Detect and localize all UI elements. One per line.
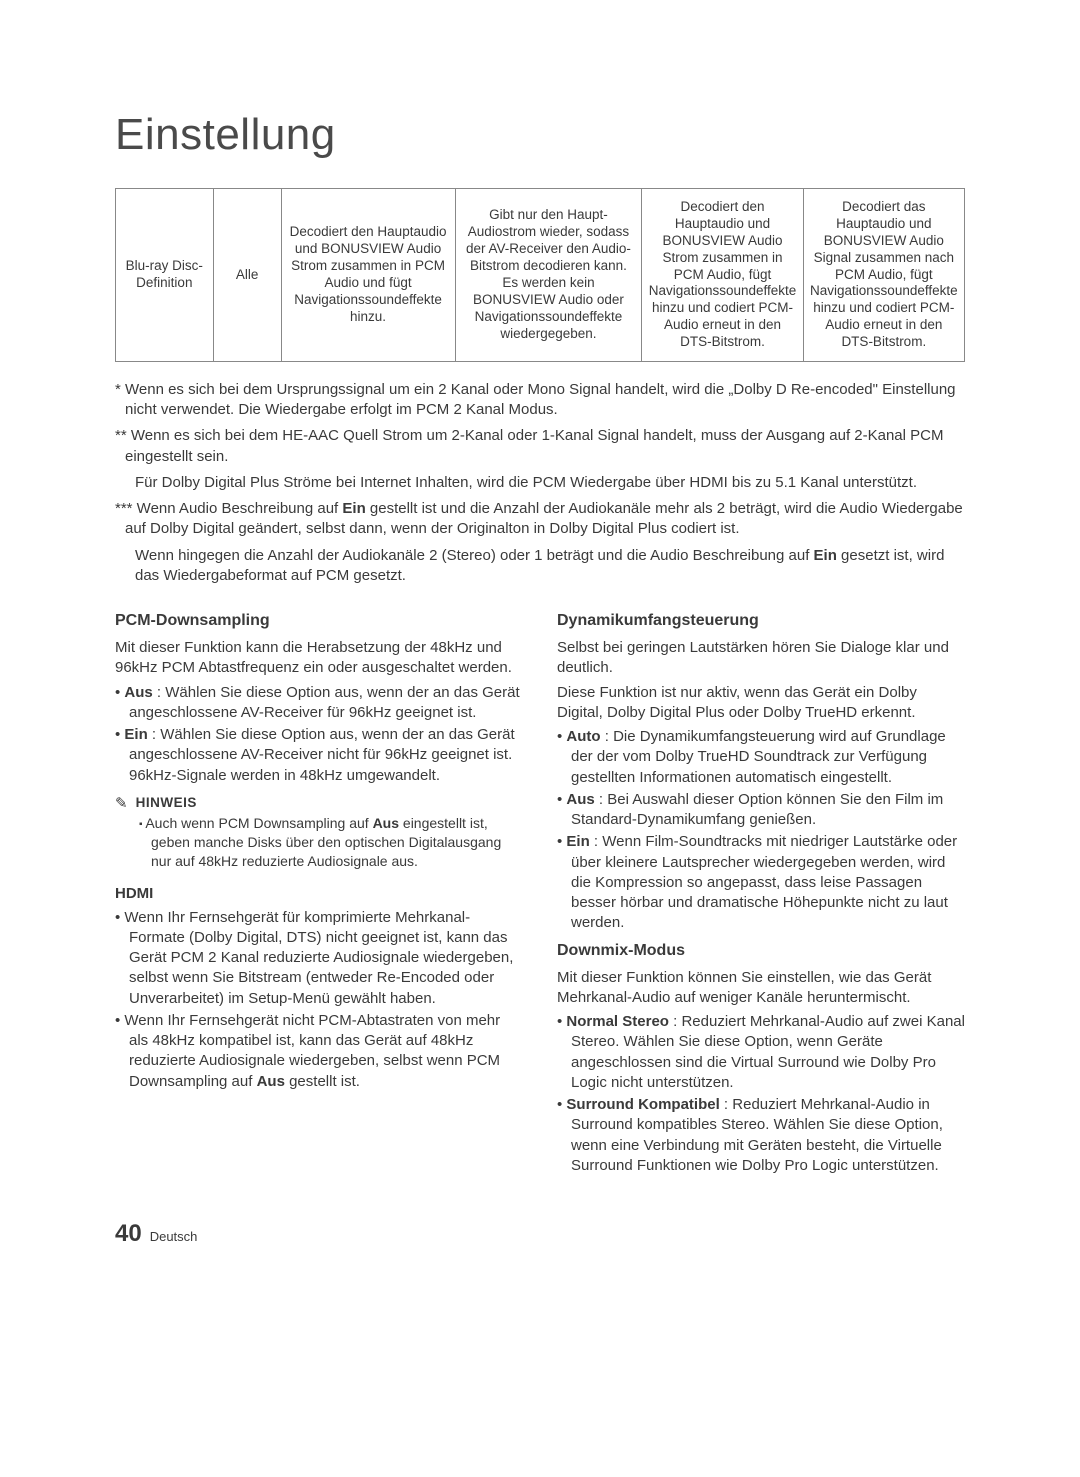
footnote-2b: Für Dolby Digital Plus Ströme bei Intern… [115,473,965,493]
text: : Wählen Sie diese Option aus, wenn der … [129,726,515,784]
note-header: ✎ HINWEIS [115,794,523,812]
cell-desc-1: Decodiert den Hauptaudio und BONUSVIEW A… [281,189,455,362]
bold-ein: Ein [814,547,837,564]
hdmi-list: Wenn Ihr Fernsehgerät für komprimierte M… [115,908,523,1092]
footnote-3a: *** Wenn Audio Beschreibung auf Ein gest… [115,499,965,540]
list-item: Wenn Ihr Fernsehgerät für komprimierte M… [115,908,523,1009]
cell-desc-2: Gibt nur den Haupt-Audiostrom wieder, so… [455,189,642,362]
heading-downmix: Downmix-Modus [557,942,965,960]
drc-p1: Selbst bei geringen Lautstärken hören Si… [557,638,965,679]
option-aus: Aus [566,791,594,808]
bold-ein: Ein [342,500,365,517]
note-label: HINWEIS [136,795,197,810]
footnote-1: * Wenn es sich bei dem Ursprungssignal u… [115,380,965,421]
footnotes-block: * Wenn es sich bei dem Ursprungssignal u… [115,380,965,586]
list-item: Ein : Wenn Film-Soundtracks mit niedrige… [557,832,965,933]
downmix-intro: Mit dieser Funktion können Sie einstelle… [557,968,965,1009]
option-ein: Ein [124,726,147,743]
footnote-3b: Wenn hingegen die Anzahl der Audiokanäle… [115,546,965,587]
text: : Bei Auswahl dieser Option können Sie d… [571,791,943,828]
pcm-intro: Mit dieser Funktion kann die Herabsetzun… [115,638,523,679]
page-language: Deutsch [150,1229,198,1244]
note-icon: ✎ [115,794,128,812]
list-item: Normal Stereo : Reduziert Mehrkanal-Audi… [557,1012,965,1093]
page-footer: 40 Deutsch [115,1220,965,1248]
text: : Die Dynamikumfangsteuerung wird auf Gr… [571,728,946,786]
two-column-layout: PCM-Downsampling Mit dieser Funktion kan… [115,608,965,1184]
heading-pcm-downsampling: PCM-Downsampling [115,612,523,630]
list-item: Wenn Ihr Fernsehgerät nicht PCM-Abtastra… [115,1011,523,1092]
cell-desc-4: Decodiert das Hauptaudio und BONUSVIEW A… [803,189,964,362]
text: : Wählen Sie diese Option aus, wenn der … [129,684,520,721]
heading-hdmi: HDMI [115,885,523,902]
text: *** Wenn Audio Beschreibung auf [115,500,342,517]
drc-options-list: Auto : Die Dynamikumfangsteuerung wird a… [557,727,965,934]
page-title: Einstellung [115,110,965,160]
list-item: Aus : Wählen Sie diese Option aus, wenn … [115,683,523,724]
table-row: Blu-ray Disc-Definition Alle Decodiert d… [116,189,965,362]
option-normal-stereo: Normal Stereo [566,1013,669,1030]
option-auto: Auto [566,728,600,745]
text: gestellt ist. [285,1073,360,1090]
footnote-2a: ** Wenn es sich bei dem HE-AAC Quell Str… [115,426,965,467]
option-ein: Ein [566,833,589,850]
cell-all: Alle [213,189,281,362]
drc-p2: Diese Funktion ist nur aktiv, wenn das G… [557,683,965,724]
left-column: PCM-Downsampling Mit dieser Funktion kan… [115,608,523,1184]
list-item: Surround Kompatibel : Reduziert Mehrkana… [557,1095,965,1176]
list-item: Ein : Wählen Sie diese Option aus, wenn … [115,725,523,786]
note-list: Auch wenn PCM Downsampling auf Aus einge… [115,814,523,871]
cell-source: Blu-ray Disc-Definition [116,189,214,362]
heading-drc: Dynamikumfangsteuerung [557,612,965,630]
pcm-options-list: Aus : Wählen Sie diese Option aus, wenn … [115,683,523,786]
text: : Wenn Film-Soundtracks mit niedriger La… [571,833,957,931]
text: Wenn hingegen die Anzahl der Audiokanäle… [135,547,814,564]
downmix-options-list: Normal Stereo : Reduziert Mehrkanal-Audi… [557,1012,965,1176]
bold-aus: Aus [257,1073,285,1090]
list-item: Auch wenn PCM Downsampling auf Aus einge… [139,814,523,871]
list-item: Aus : Bei Auswahl dieser Option können S… [557,790,965,831]
audio-spec-table: Blu-ray Disc-Definition Alle Decodiert d… [115,188,965,362]
text: Auch wenn PCM Downsampling auf [145,815,372,831]
cell-desc-3: Decodiert den Hauptaudio und BONUSVIEW A… [642,189,803,362]
option-aus: Aus [124,684,152,701]
right-column: Dynamikumfangsteuerung Selbst bei gering… [557,608,965,1184]
list-item: Auto : Die Dynamikumfangsteuerung wird a… [557,727,965,788]
option-surround-kompatibel: Surround Kompatibel [566,1096,719,1113]
page-number: 40 [115,1220,142,1248]
bold-aus: Aus [373,815,399,831]
